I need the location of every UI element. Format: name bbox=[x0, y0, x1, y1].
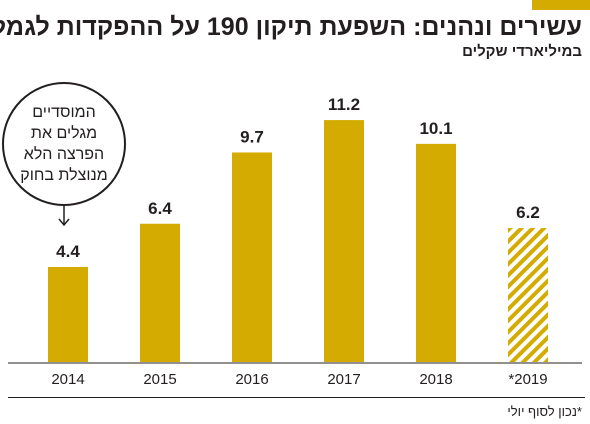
callout-text: המוסדיים מגלים את הפרצה הלא מנוצלת בחוק bbox=[20, 104, 108, 184]
callout-arrow-icon bbox=[58, 205, 70, 227]
bar-2016 bbox=[232, 152, 272, 362]
bars: 4.4 2014 6.4 2015 9.7 2016 11.2 2017 10.1 2018 6.2… bbox=[48, 95, 548, 388]
x-tick-label: 2014 bbox=[51, 371, 84, 388]
x-tick-label: 2016 bbox=[235, 371, 268, 388]
bar-value-label: 10.1 bbox=[419, 119, 452, 138]
bar-value-label: 6.4 bbox=[148, 199, 172, 218]
x-tick-label: 2018 bbox=[419, 371, 452, 388]
x-tick-label: *2019 bbox=[508, 371, 547, 388]
bar-value-label: 6.2 bbox=[516, 203, 540, 222]
bar-value-label: 4.4 bbox=[56, 242, 80, 261]
bar-value-label: 9.7 bbox=[240, 127, 264, 146]
x-tick-label: 2015 bbox=[143, 371, 176, 388]
x-tick-label: 2017 bbox=[327, 371, 360, 388]
bar-2018 bbox=[416, 143, 456, 362]
chart-title: עשירים ונהנים: השפעת תיקון 190 על ההפקדו… bbox=[0, 13, 582, 41]
bar-2019 bbox=[508, 228, 548, 362]
callout-bubble: המוסדיים מגלים את הפרצה הלא מנוצלת בחוק bbox=[2, 82, 126, 206]
bar-value-label: 11.2 bbox=[328, 95, 360, 114]
bar-2014 bbox=[48, 266, 88, 362]
footnote: *נכון לסוף יולי bbox=[507, 404, 582, 419]
accent-bar bbox=[532, 0, 590, 10]
footer-rule bbox=[8, 397, 585, 398]
bar-2015 bbox=[140, 223, 180, 362]
chart-subtitle: במיליארדי שקלים bbox=[462, 43, 582, 60]
bar-2017 bbox=[324, 120, 364, 362]
